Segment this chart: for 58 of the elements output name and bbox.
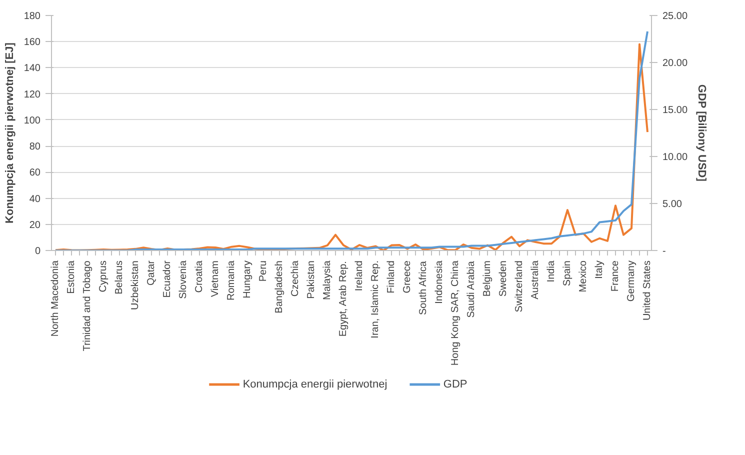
x-tick-label: Trinidad and Tobago — [82, 260, 93, 352]
y-tick-label: 60 — [29, 168, 41, 179]
x-tick-label: Qatar — [146, 260, 157, 286]
y2-tick-label: 20.00 — [662, 58, 688, 69]
x-tick-label: Egypt, Arab Rep. — [338, 261, 349, 337]
y-tick-label: 120 — [24, 89, 41, 100]
legend-label: Konumpcja energii pierwotnej — [242, 378, 388, 390]
x-tick-label: Ecuador — [162, 260, 173, 298]
x-tick-label: Sweden — [498, 260, 509, 297]
y-tick-label: 100 — [24, 115, 41, 126]
x-tick-label: Finland — [386, 260, 397, 294]
x-tick-label: Italy — [594, 260, 605, 279]
x-tick-label: Croatia — [194, 260, 205, 293]
y2-tick-label: 10.00 — [662, 152, 688, 163]
x-tick-label: Bangladesh — [274, 260, 285, 314]
y2-tick-label: 25.00 — [662, 11, 688, 22]
y2-tick-label: 5.00 — [662, 199, 682, 210]
x-tick-label: Estonia — [66, 260, 77, 294]
x-tick-label: South Africa — [418, 260, 429, 315]
x-tick-label: Hong Kong SAR, China — [450, 260, 461, 366]
x-tick-label: Pakistan — [306, 260, 317, 299]
y-tick-label: 140 — [24, 63, 41, 74]
x-tick-label: Vietnam — [210, 260, 221, 298]
x-tick-label: Germany — [626, 260, 637, 302]
legend-label: GDP — [443, 378, 468, 390]
x-tick-label: North Macedonia — [50, 260, 61, 337]
y-axis-title: Konumpcja energii pierwotnej [EJ] — [4, 42, 16, 224]
x-tick-label: Romania — [226, 260, 237, 301]
x-tick-label: Belgium — [482, 260, 493, 297]
y-tick-label: 80 — [29, 142, 41, 153]
x-tick-label: Switzerland — [514, 260, 525, 312]
x-tick-label: France — [610, 260, 621, 292]
x-tick-label: Malaysia — [322, 260, 333, 300]
x-tick-label: Mexico — [578, 260, 589, 292]
x-tick-label: India — [546, 260, 557, 282]
x-tick-label: United States — [642, 260, 653, 321]
y-tick-label: 0 — [34, 246, 41, 257]
x-tick-label: Spain — [562, 260, 573, 286]
x-tick-label: Czechia — [290, 260, 301, 297]
x-tick-label: Australia — [530, 260, 541, 300]
x-tick-label: Hungary — [242, 260, 253, 298]
y-tick-label: 180 — [24, 11, 41, 22]
x-tick-label: Slovenia — [178, 260, 189, 299]
x-tick-label: Ireland — [354, 260, 365, 292]
y-tick-label: 160 — [24, 37, 41, 48]
x-tick-label: Uzbekistan — [130, 260, 141, 310]
y-tick-label: 40 — [29, 194, 41, 205]
y2-tick-label: 15.00 — [662, 105, 688, 116]
x-tick-label: Greece — [402, 260, 413, 294]
y2-axis-title: GDP [Biliony USD] — [696, 84, 708, 182]
x-tick-label: Cyprus — [98, 260, 109, 292]
x-tick-label: Peru — [258, 260, 269, 282]
x-tick-label: Indonesia — [434, 260, 445, 304]
x-tick-label: Belarus — [114, 260, 125, 294]
y2-tick-label: - — [662, 246, 666, 257]
y-tick-label: 20 — [29, 220, 41, 231]
x-tick-label: Saudi Arabia — [466, 260, 477, 318]
x-tick-label: Iran, Islamic Rep. — [370, 260, 381, 338]
